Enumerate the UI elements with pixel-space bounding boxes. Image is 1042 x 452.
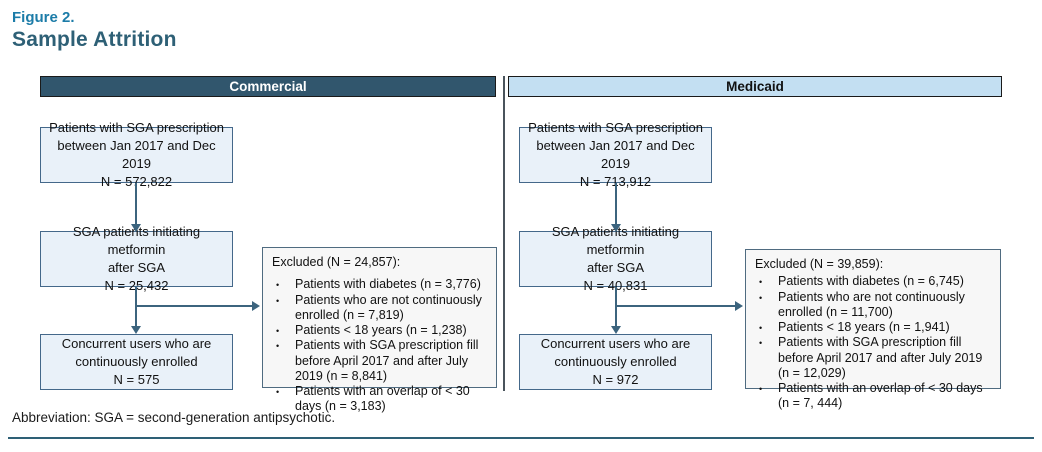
bottom-rule bbox=[8, 437, 1034, 439]
excluded-item: • Patients with SGA prescription fill be… bbox=[272, 338, 490, 384]
bullet-icon: • bbox=[276, 295, 280, 306]
excluded-item-text: Patients with diabetes (n = 6,745) bbox=[778, 274, 964, 289]
bullet-icon: • bbox=[276, 341, 280, 352]
medicaid-box-initiating-metformin: SGA patients initiating metformin after … bbox=[519, 224, 712, 293]
excluded-item: • Patients with an overlap of < 30 days … bbox=[272, 384, 490, 415]
excluded-item-text: Patients with SGA prescription fill befo… bbox=[295, 338, 479, 383]
excluded-heading: Excluded (N = 39,859): bbox=[755, 257, 884, 271]
bullet-icon: • bbox=[759, 277, 763, 288]
connector-line bbox=[615, 183, 617, 224]
footnote-abbreviation: Abbreviation: SGA = second-generation an… bbox=[12, 410, 336, 425]
medicaid-box-concurrent-users: Concurrent users who are continuously en… bbox=[519, 334, 712, 390]
excluded-item: • Patients < 18 years (n = 1,238) bbox=[272, 323, 490, 338]
bullet-icon: • bbox=[276, 326, 280, 336]
bullet-icon: • bbox=[759, 338, 763, 349]
excluded-item: • Patients who are not continuously enro… bbox=[272, 293, 490, 324]
column-header-commercial: Commercial bbox=[40, 76, 496, 97]
arrow-right-icon bbox=[735, 301, 743, 311]
excluded-item-text: Patients who are not continuously enroll… bbox=[778, 289, 965, 319]
excluded-item: • Patients with an overlap of < 30 days … bbox=[755, 381, 994, 412]
bullet-icon: • bbox=[759, 323, 763, 333]
excluded-item-text: Patients who are not continuously enroll… bbox=[295, 292, 482, 322]
commercial-box-sga-prescription: Patients with SGA prescription between J… bbox=[40, 120, 233, 189]
excluded-item-text: Patients < 18 years (n = 1,238) bbox=[295, 323, 467, 337]
excluded-item: • Patients who are not continuously enro… bbox=[755, 290, 994, 321]
connector-line bbox=[136, 305, 252, 307]
bullet-icon: • bbox=[759, 292, 763, 303]
bullet-icon: • bbox=[276, 280, 280, 291]
excluded-item: • Patients < 18 years (n = 1,941) bbox=[755, 320, 994, 335]
column-header-medicaid: Medicaid bbox=[508, 76, 1002, 97]
excluded-heading: Excluded (N = 24,857): bbox=[272, 255, 401, 269]
commercial-excluded-box: Excluded (N = 24,857): • Patients with d… bbox=[262, 247, 497, 413]
medicaid-excluded-box: Excluded (N = 39,859): • Patients with d… bbox=[745, 249, 1001, 410]
excluded-item: • Patients with SGA prescription fill be… bbox=[755, 335, 994, 381]
arrow-down-icon bbox=[131, 326, 141, 334]
arrow-down-icon bbox=[131, 224, 141, 232]
commercial-box-initiating-metformin: SGA patients initiating metformin after … bbox=[40, 224, 233, 293]
excluded-item: • Patients with diabetes (n = 6,745) bbox=[755, 274, 994, 289]
excluded-item-text: Patients with SGA prescription fill befo… bbox=[778, 335, 983, 380]
bullet-icon: • bbox=[759, 384, 763, 394]
excluded-item-text: Patients with an overlap of < 30 days (n… bbox=[295, 384, 470, 414]
excluded-item-text: Patients < 18 years (n = 1,941) bbox=[778, 320, 950, 334]
column-divider bbox=[503, 76, 505, 391]
excluded-item: • Patients with diabetes (n = 3,776) bbox=[272, 277, 490, 292]
arrow-right-icon bbox=[252, 301, 260, 311]
connector-line bbox=[135, 183, 137, 224]
arrow-down-icon bbox=[611, 326, 621, 334]
figure-title: Sample Attrition bbox=[12, 28, 177, 51]
medicaid-box-sga-prescription: Patients with SGA prescription between J… bbox=[519, 120, 712, 189]
excluded-item-text: Patients with an overlap of < 30 days (n… bbox=[778, 381, 983, 411]
commercial-box-concurrent-users: Concurrent users who are continuously en… bbox=[40, 334, 233, 390]
bullet-icon: • bbox=[276, 387, 280, 397]
figure-number: Figure 2. bbox=[12, 9, 75, 26]
arrow-down-icon bbox=[611, 224, 621, 232]
excluded-item-text: Patients with diabetes (n = 3,776) bbox=[295, 277, 481, 292]
connector-line bbox=[616, 305, 735, 307]
